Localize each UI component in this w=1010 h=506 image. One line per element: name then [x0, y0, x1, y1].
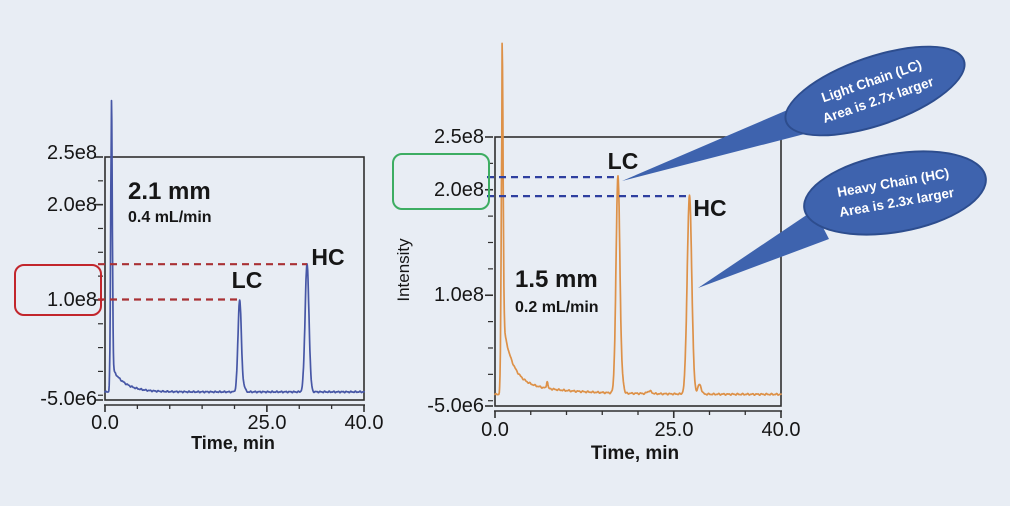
left-lc-peak-label: LC — [231, 267, 263, 293]
left-ytick-1.0e8: 1.0e8 — [46, 289, 97, 311]
left-xtick-40: 40.0 — [344, 412, 384, 434]
right-ytick-2.5e8: 2.5e8 — [433, 126, 484, 148]
left-ytick-2.0e8: 2.0e8 — [46, 194, 97, 216]
right-ytick--5.0e6: -5.0e6 — [427, 395, 484, 417]
left-flow-rate-annotation: 0.4 mL/min — [128, 209, 212, 226]
left-ytick--5.0e6: -5.0e6 — [40, 388, 97, 410]
right-xtick-0: 0.0 — [481, 419, 509, 441]
left-hc-peak-label: HC — [311, 244, 345, 270]
right-ytick-1.0e8: 1.0e8 — [433, 284, 484, 306]
left-xtick-0: 0.0 — [91, 412, 119, 434]
right-yaxis-title: Intensity — [394, 238, 413, 302]
left-xaxis-title: Time, min — [191, 433, 275, 453]
right-flow-rate-annotation: 0.2 mL/min — [515, 299, 599, 316]
left-xtick-25: 25.0 — [247, 412, 287, 434]
right-lc-peak-label: LC — [607, 148, 639, 174]
green-highlight-box-2.0e8 — [392, 153, 490, 210]
right-hc-peak-label: HC — [693, 195, 727, 221]
left-ytick-2.5e8: 2.5e8 — [46, 142, 97, 164]
right-xtick-40: 40.0 — [761, 419, 801, 441]
left-column-size-annotation: 2.1 mm — [128, 178, 211, 205]
red-highlight-box-1.0e8 — [14, 264, 102, 316]
right-column-size-annotation: 1.5 mm — [515, 266, 598, 293]
right-ytick-2.0e8: 2.0e8 — [433, 179, 484, 201]
right-xtick-25: 25.0 — [654, 419, 694, 441]
right-xaxis-title: Time, min — [590, 443, 680, 464]
